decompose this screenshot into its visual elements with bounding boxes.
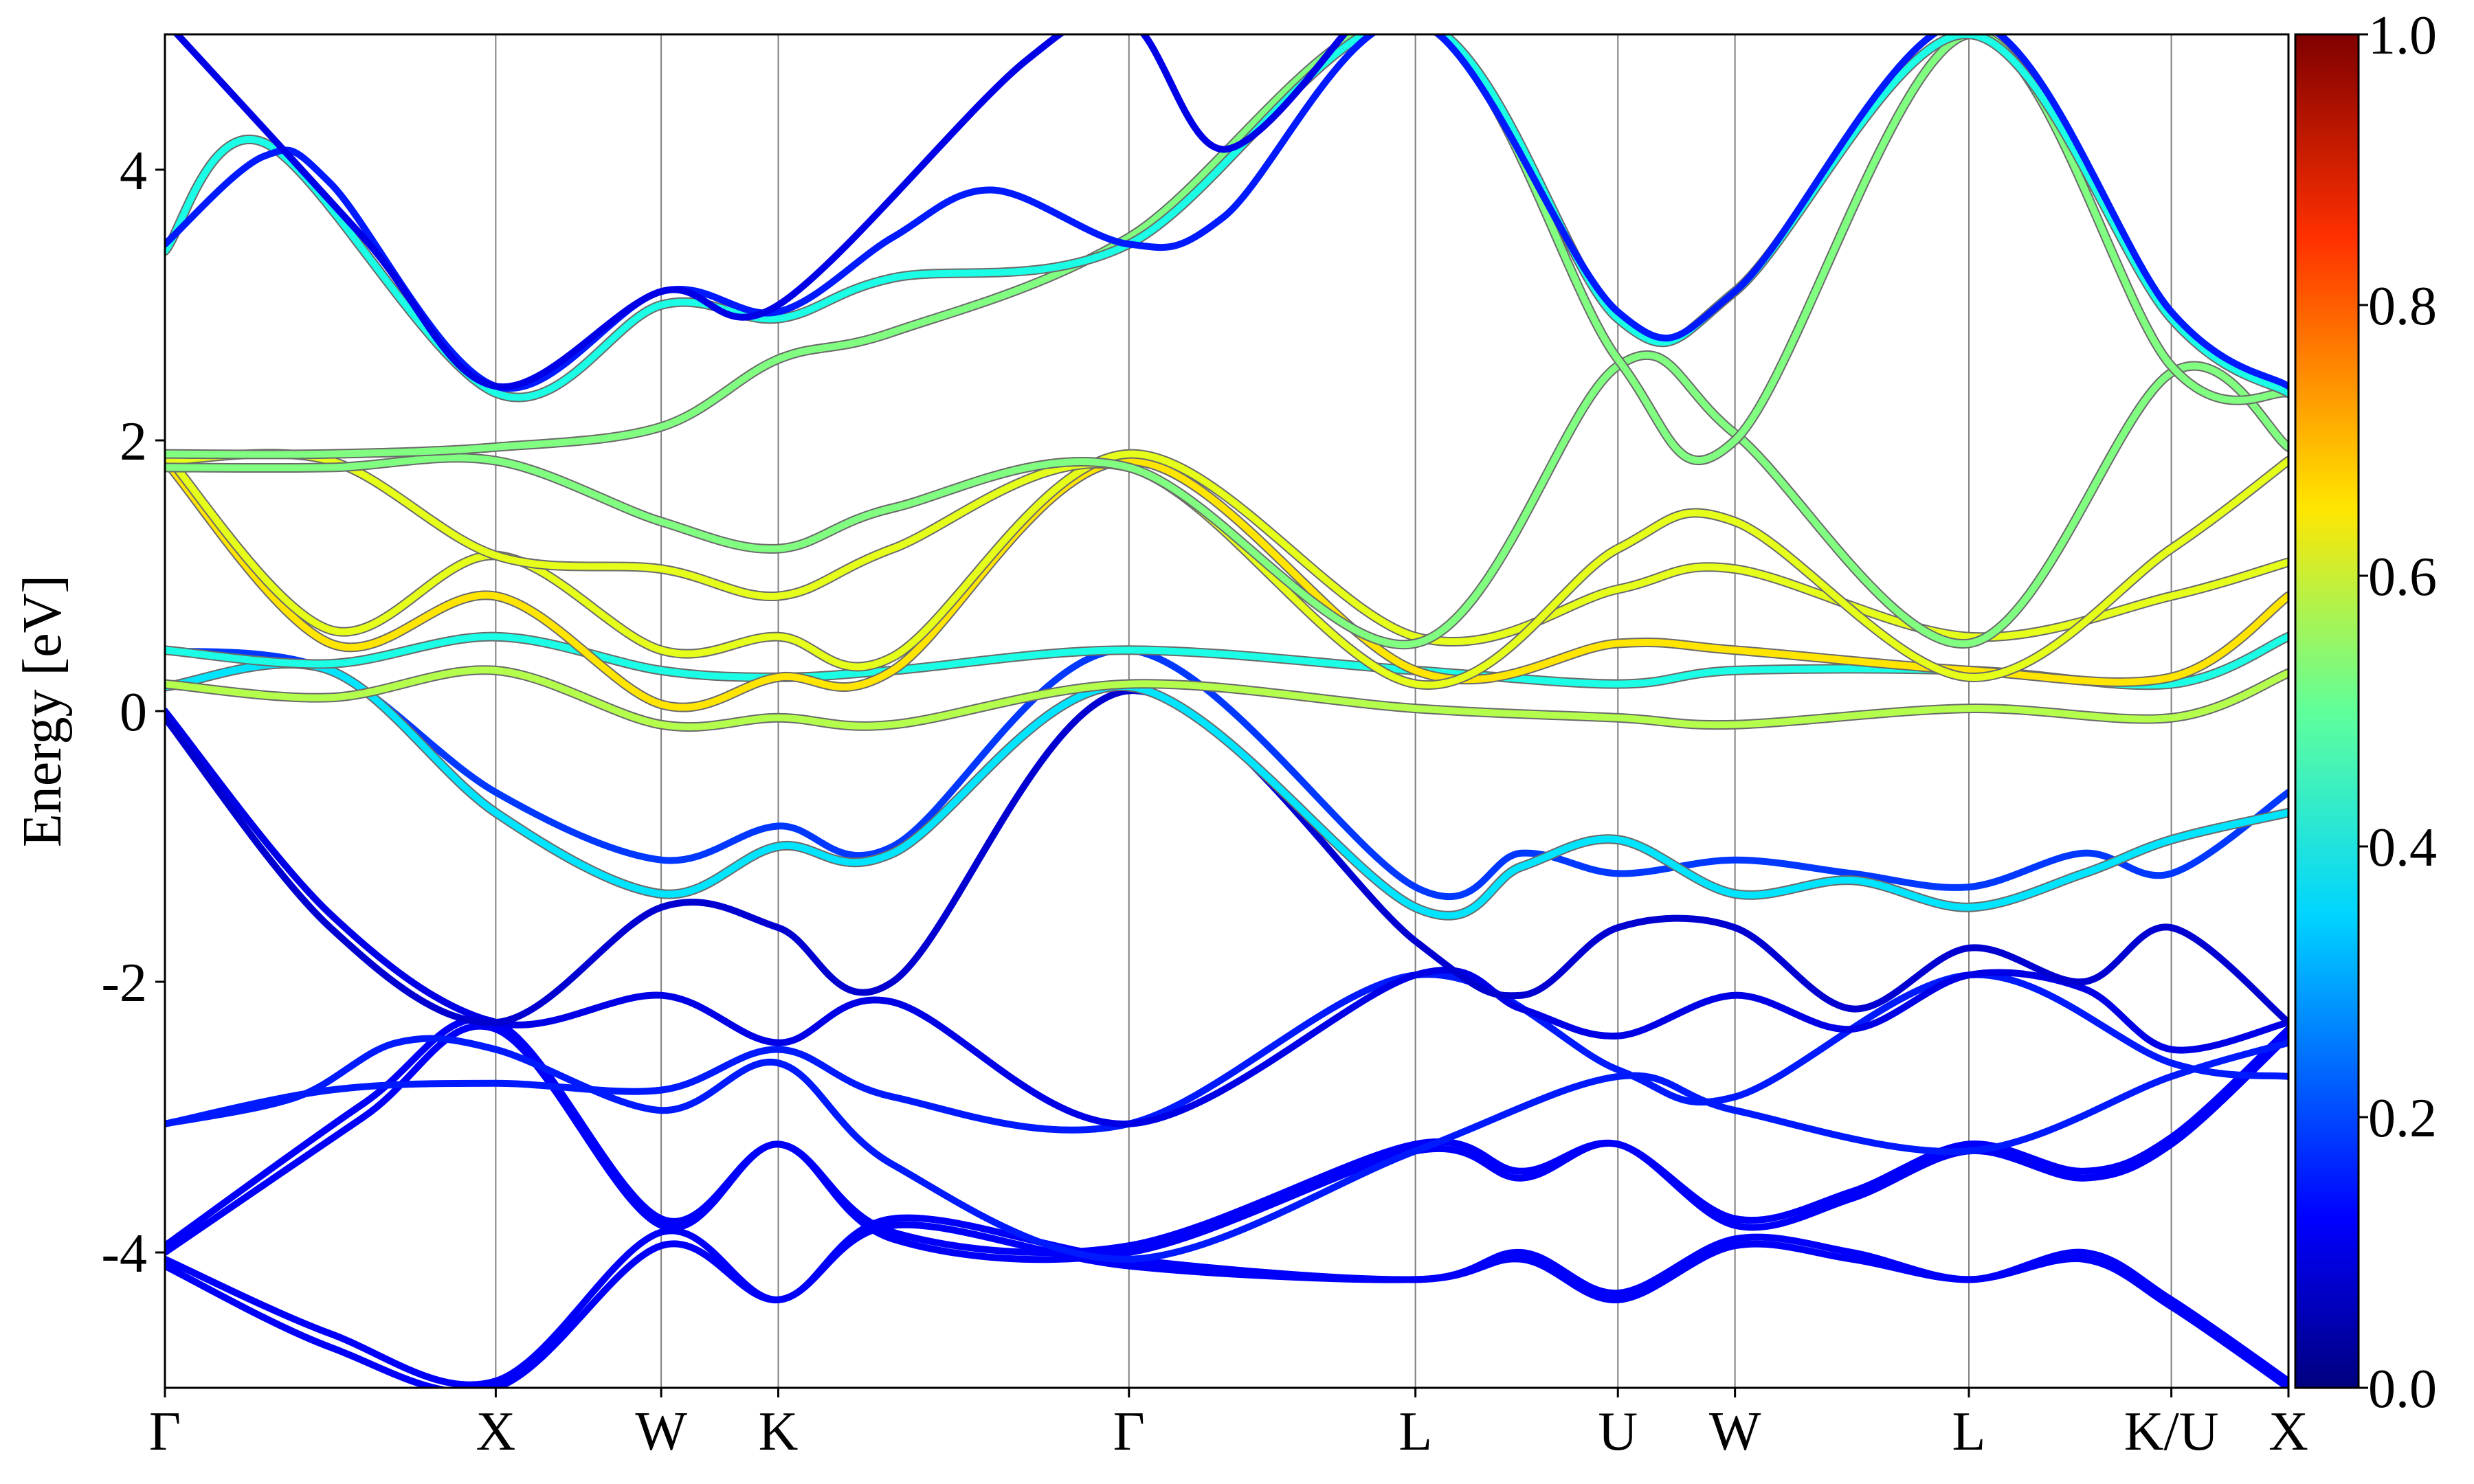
band-line	[165, 351, 2288, 649]
colorbar-tick-label: 0.0	[2368, 1359, 2437, 1419]
x-tick-label: X	[476, 1402, 515, 1462]
x-tick-label: X	[2269, 1402, 2308, 1462]
x-tick-label: W	[635, 1402, 687, 1462]
y-tick-label: -2	[101, 953, 147, 1013]
colorbar-tick-label: 0.2	[2368, 1088, 2437, 1149]
y-tick-label: 0	[120, 682, 147, 743]
y-tick-label: -4	[101, 1224, 147, 1284]
colorbar-ticks: 0.0 0.2 0.4 0.6 0.8 1.0	[2359, 5, 2437, 1419]
y-tick-label: 4	[120, 141, 147, 201]
colorbar-tick-label: 0.8	[2368, 276, 2437, 337]
kpoint-grid-lines	[495, 34, 2172, 1388]
band-line	[165, 1035, 2288, 1263]
x-axis: Γ X W K Γ L U W L K/U X	[149, 1388, 2308, 1462]
band-lines	[165, 34, 2288, 1388]
band-line	[172, 34, 1349, 391]
colorbar-gradient	[2294, 33, 2360, 1389]
x-tick-label: Γ	[149, 1402, 181, 1462]
band-line	[165, 666, 2288, 731]
band-line	[165, 708, 2288, 1127]
band-line	[165, 647, 2288, 901]
x-tick-label: W	[1709, 1402, 1761, 1462]
band-line	[165, 34, 2288, 401]
y-axis-label: Energy [eV]	[12, 575, 73, 847]
band-line	[165, 660, 2288, 919]
y-axis: 4 2 0 -2 -4	[101, 141, 165, 1284]
x-tick-label: L	[1952, 1402, 1986, 1462]
x-tick-label: Γ	[1113, 1402, 1145, 1462]
band-line	[165, 1214, 2288, 1388]
band-line	[165, 34, 2288, 392]
band-line	[165, 687, 2288, 1026]
band-line	[165, 1015, 2288, 1257]
colorbar: 0.0 0.2 0.4 0.6 0.8 1.0	[2294, 5, 2437, 1419]
x-tick-label: K/U	[2124, 1402, 2219, 1462]
x-tick-label: L	[1398, 1402, 1432, 1462]
x-tick-label: U	[1598, 1402, 1638, 1462]
colorbar-tick-label: 1.0	[2368, 5, 2437, 66]
colorbar-tick-label: 0.6	[2368, 547, 2437, 607]
colorbar-tick-label: 0.4	[2368, 818, 2437, 878]
x-tick-label: K	[759, 1402, 799, 1462]
y-tick-label: 2	[120, 412, 147, 472]
